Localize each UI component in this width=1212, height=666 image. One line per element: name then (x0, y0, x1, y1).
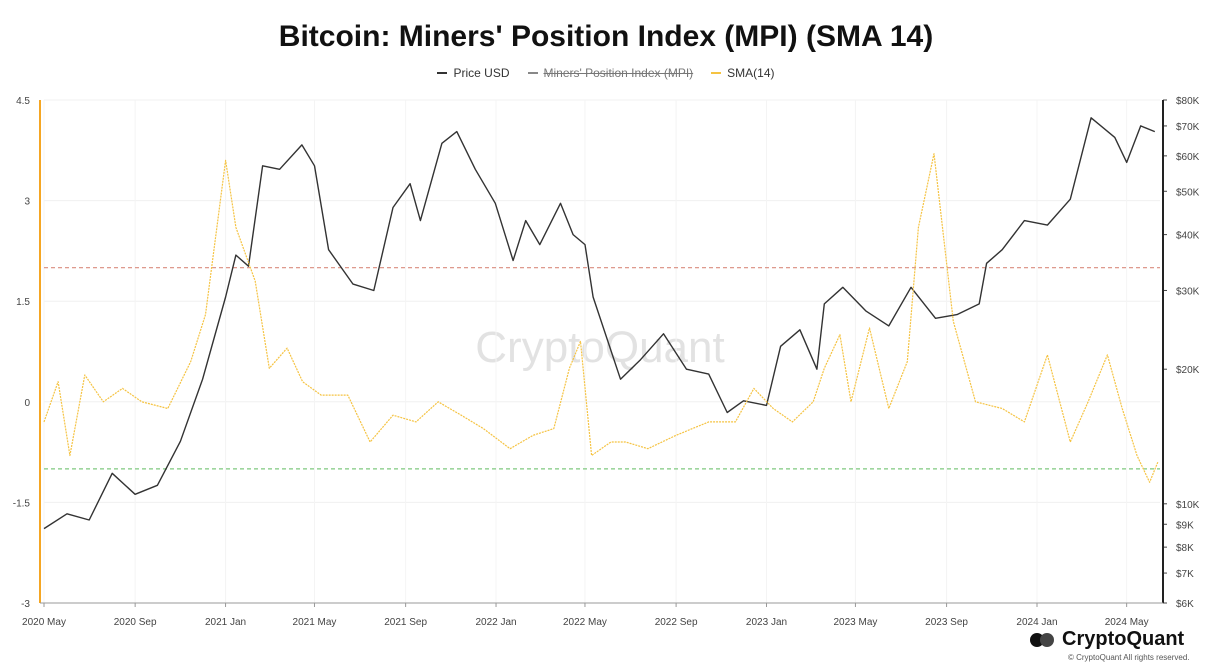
y-right-tick-label: $8K (1176, 543, 1194, 554)
y-right-tick-label: $7K (1176, 569, 1194, 580)
legend-item-price[interactable]: Price USD (437, 66, 510, 80)
grid-lines (43, 99, 1160, 604)
y-left-tick-label: -1.5 (13, 498, 31, 509)
y-right-tick-label: $40K (1176, 231, 1200, 242)
y-right-tick-label: $10K (1176, 500, 1200, 511)
y-right-tick-label: $60K (1176, 152, 1200, 163)
reference-lines (44, 267, 1160, 470)
legend-swatch-sma (711, 72, 722, 74)
watermark-text: CryptoQuant (475, 323, 724, 372)
y-right-tick-label: $6K (1176, 599, 1194, 610)
y-right-tick-label: $30K (1176, 286, 1200, 297)
y-left-tick-label: 4.5 (16, 96, 30, 107)
legend-label-mpi: Miners' Position Index (MPI) (543, 66, 694, 80)
y-left-tick-label: 0 (24, 398, 30, 409)
y-right-tick-label: $9K (1176, 520, 1194, 531)
brand-mark-icon (1030, 631, 1056, 649)
brand-name: CryptoQuant (1062, 628, 1185, 650)
x-tick-label: 2023 Sep (925, 617, 968, 628)
x-tick-label: 2024 May (1105, 617, 1149, 628)
brand-logo: CryptoQuant (1030, 628, 1184, 651)
legend-item-sma[interactable]: SMA(14) (711, 66, 775, 80)
x-tick-label: 2024 Jan (1016, 617, 1057, 628)
series-line-price-usd (43, 117, 1156, 530)
legend-swatch-price (437, 72, 448, 74)
chart-title: Bitcoin: Miners' Position Index (MPI) (S… (278, 20, 934, 53)
legend-label-sma: SMA(14) (727, 66, 775, 80)
y-right-tick-label: $80K (1176, 96, 1200, 107)
y-right-tick-label: $70K (1176, 122, 1200, 133)
x-tick-label: 2023 May (833, 617, 877, 628)
x-tick-label: 2022 May (563, 617, 607, 628)
copyright-text: © CryptoQuant All rights reserved. (1068, 653, 1190, 662)
y-left-tick-label: -3 (21, 599, 30, 610)
x-tick-label: 2022 Jan (475, 617, 516, 628)
chart-legend: Price USD Miners' Position Index (MPI) S… (0, 66, 1212, 80)
y-right-tick-label: $50K (1176, 187, 1200, 198)
series-line-sma14 (43, 153, 1159, 483)
series-lines (43, 117, 1159, 530)
legend-swatch-mpi (527, 72, 538, 74)
x-tick-label: 2022 Sep (655, 617, 698, 628)
y-left-tick-label: 1.5 (16, 297, 30, 308)
y-right-tick-label: $20K (1176, 365, 1200, 376)
y-left-tick-label: 3 (24, 197, 30, 208)
legend-item-mpi[interactable]: Miners' Position Index (MPI) (527, 66, 694, 80)
x-tick-label: 2020 Sep (114, 617, 157, 628)
axes: -3 -1.5 0 1.5 3 4.5 $6K $7K $8K $9K $10K $20K $30K $4… (13, 96, 1200, 628)
x-tick-label: 2021 Jan (205, 617, 246, 628)
x-tick-label: 2021 May (293, 617, 337, 628)
x-tick-label: 2023 Jan (746, 617, 787, 628)
legend-label-price: Price USD (453, 66, 510, 80)
x-tick-label: 2020 May (22, 617, 66, 628)
x-tick-label: 2021 Sep (384, 617, 427, 628)
